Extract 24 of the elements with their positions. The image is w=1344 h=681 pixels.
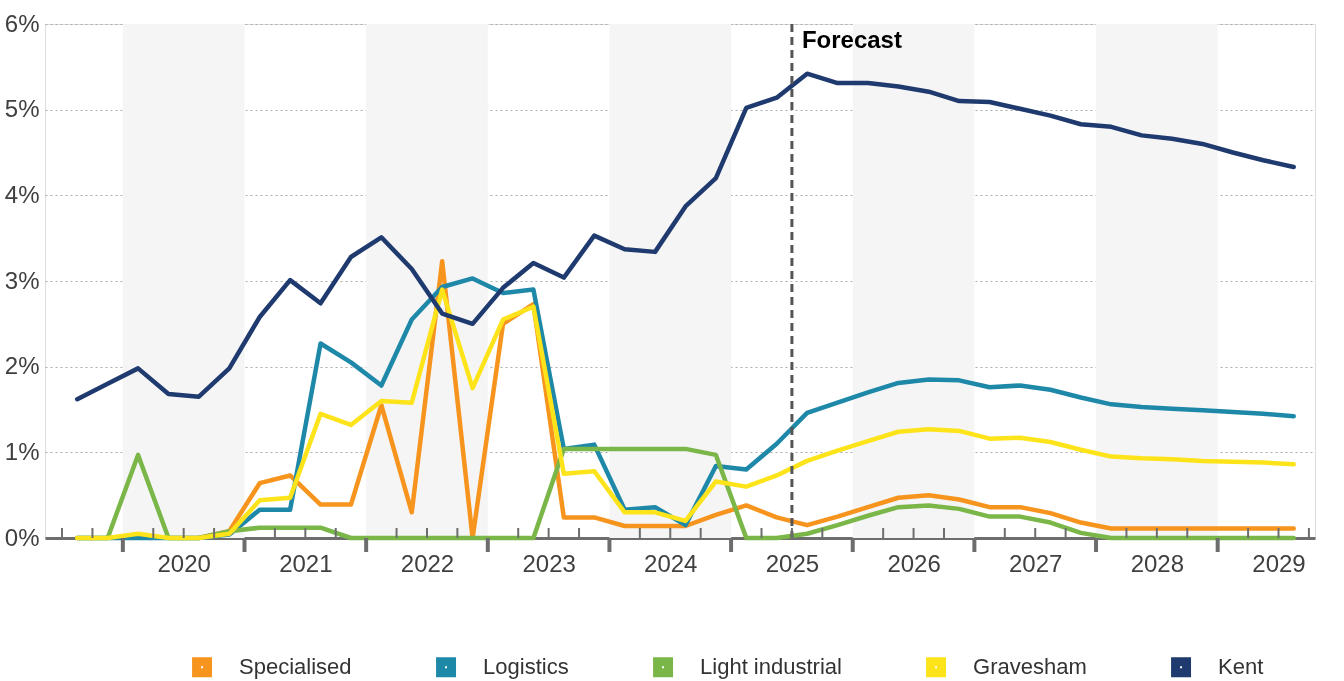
x-tick-label: 2023 — [522, 549, 576, 577]
ref-line-label: Forecast — [801, 26, 902, 53]
legend-label: Specialised — [239, 654, 352, 680]
y-tick-label: 3% — [4, 266, 40, 294]
x-tick-label: 2024 — [644, 549, 698, 577]
y-tick-label: 0% — [4, 523, 40, 551]
x-tick-label: 2020 — [157, 549, 211, 577]
legend-label: Logistics — [483, 654, 569, 680]
x-tick-label: 2021 — [279, 549, 333, 577]
y-tick-label: 5% — [4, 95, 40, 123]
y-tick-label: 6% — [4, 9, 40, 37]
x-tick-label: 2026 — [887, 549, 941, 577]
line-series — [74, 71, 1296, 402]
legend-label: Gravesham — [973, 654, 1087, 680]
y-tick-label: 1% — [4, 437, 40, 465]
y-tick-label: 4% — [4, 180, 40, 208]
legend-label: Kent — [1218, 654, 1264, 680]
x-tick-label: 2025 — [765, 549, 820, 577]
y-tick-label: 2% — [4, 352, 40, 380]
x-tick-label: 2029 — [1252, 549, 1306, 577]
x-tick-label: 2028 — [1130, 549, 1185, 577]
legend-label: Light industrial — [700, 654, 842, 680]
x-tick-label: 2027 — [1009, 549, 1063, 577]
x-tick-label: 2022 — [400, 549, 455, 577]
